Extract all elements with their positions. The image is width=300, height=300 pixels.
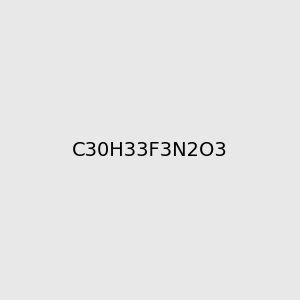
Text: C30H33F3N2O3: C30H33F3N2O3 — [72, 140, 228, 160]
